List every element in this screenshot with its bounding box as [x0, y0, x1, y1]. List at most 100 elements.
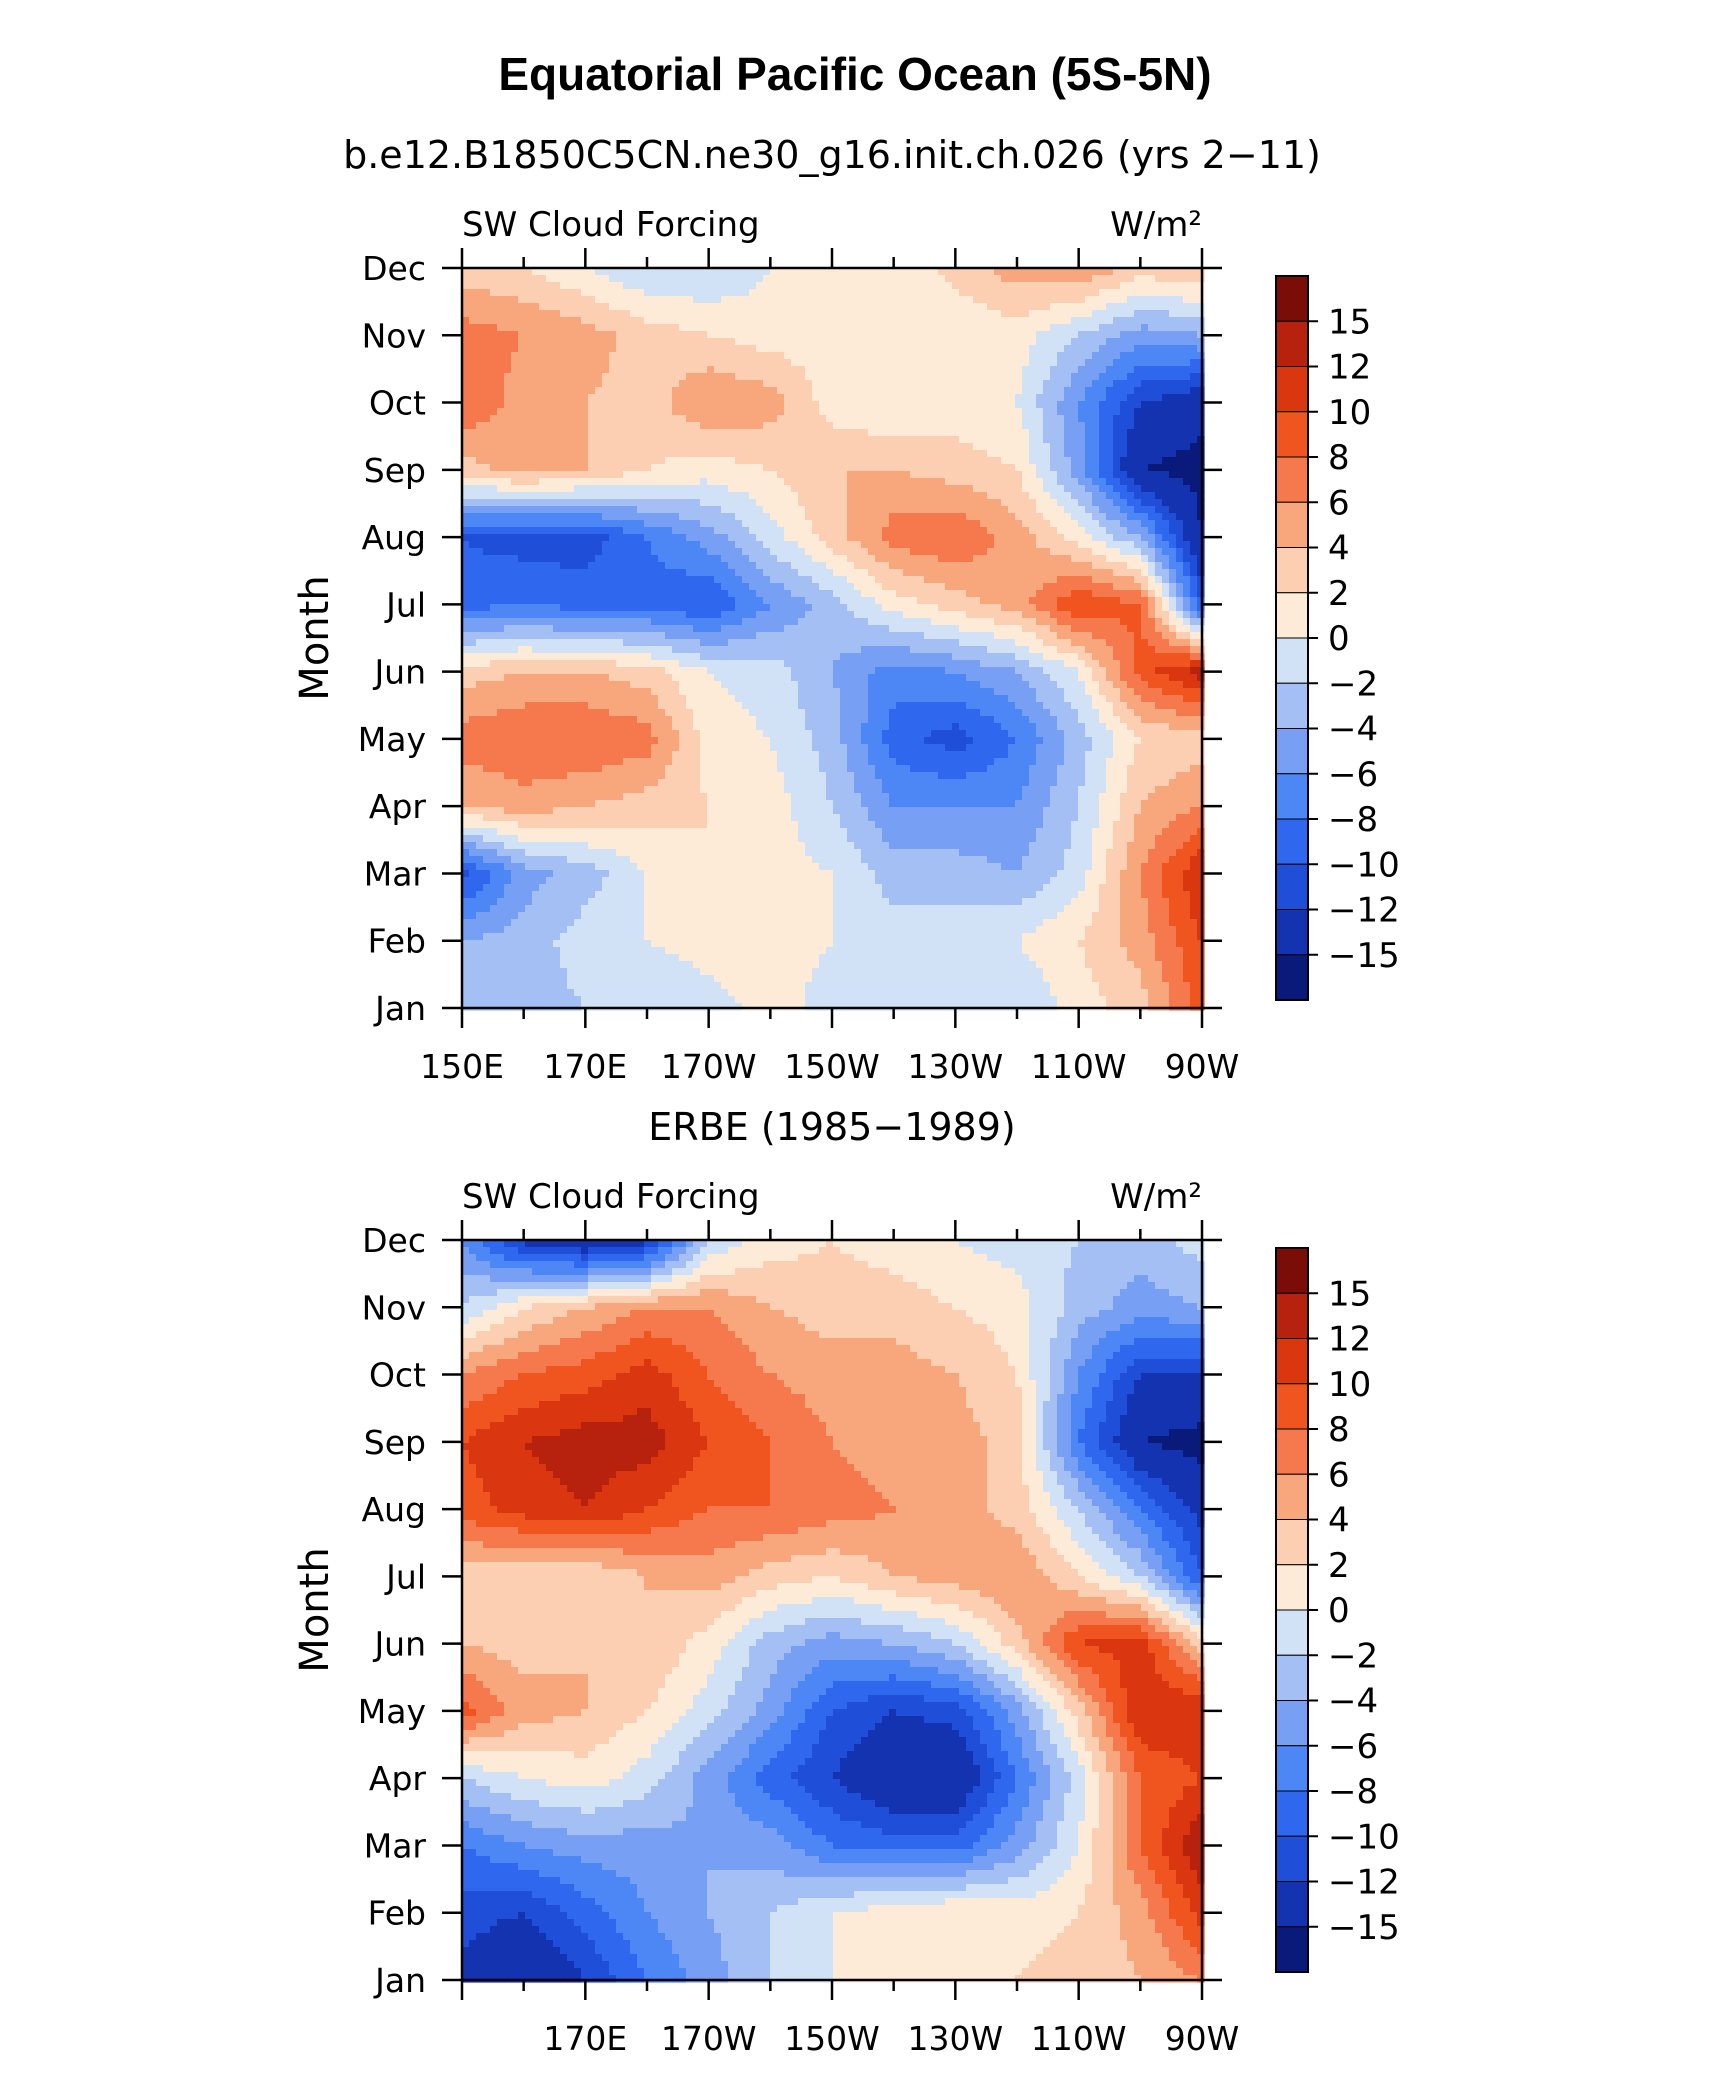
contour-cell: [1008, 534, 1016, 542]
contour-cell: [504, 296, 512, 304]
contour-cell: [1134, 324, 1142, 332]
contour-cell: [504, 401, 512, 409]
contour-cell: [623, 583, 631, 591]
contour-cell: [735, 513, 743, 521]
contour-cell: [567, 324, 575, 332]
contour-cell: [994, 289, 1002, 297]
contour-cell: [1015, 268, 1023, 276]
contour-cell: [1148, 296, 1156, 304]
contour-cell: [539, 471, 547, 479]
contour-cell: [1057, 506, 1065, 514]
contour-cell: [777, 408, 785, 416]
contour-cell: [1085, 464, 1093, 472]
contour-cell: [630, 422, 638, 430]
contour-cell: [1029, 373, 1037, 381]
contour-cell: [1008, 366, 1016, 374]
contour-cell: [805, 310, 813, 318]
contour-cell: [1127, 506, 1135, 514]
contour-cell: [889, 464, 897, 472]
contour-cell: [889, 268, 897, 276]
contour-cell: [525, 471, 533, 479]
contour-cell: [672, 576, 680, 584]
contour-cell: [1169, 555, 1177, 563]
contour-cell: [679, 513, 687, 521]
contour-cell: [1099, 429, 1107, 437]
contour-cell: [1008, 408, 1016, 416]
contour-cell: [1141, 527, 1149, 535]
contour-cell: [553, 394, 561, 402]
contour-cell: [546, 296, 554, 304]
contour-cell: [854, 506, 862, 514]
contour-cell: [1022, 457, 1030, 465]
contour-cell: [861, 534, 869, 542]
contour-cell: [980, 478, 988, 486]
contour-cell: [546, 450, 554, 458]
contour-cell: [812, 583, 820, 591]
contour-cell: [637, 359, 645, 367]
contour-cell: [763, 527, 771, 535]
contour-cell: [1092, 464, 1100, 472]
contour-cell: [595, 352, 603, 360]
contour-cell: [1106, 471, 1114, 479]
contour-cell: [1092, 583, 1100, 591]
contour-cell: [539, 513, 547, 521]
contour-cell: [1141, 450, 1149, 458]
contour-cell: [959, 345, 967, 353]
contour-cell: [847, 478, 855, 486]
contour-cell: [966, 331, 974, 339]
contour-cell: [1029, 289, 1037, 297]
contour-cell: [805, 590, 813, 598]
contour-cell: [1155, 429, 1163, 437]
contour-cell: [798, 394, 806, 402]
contour-cell: [1120, 436, 1128, 444]
contour-cell: [994, 268, 1002, 276]
contour-cell: [546, 331, 554, 339]
contour-cell: [476, 450, 484, 458]
contour-cell: [728, 422, 736, 430]
contour-cell: [959, 506, 967, 514]
contour-cell: [1092, 387, 1100, 395]
contour-cell: [1127, 457, 1135, 465]
contour-cell: [1162, 387, 1170, 395]
contour-cell: [1190, 275, 1198, 283]
contour-cell: [966, 583, 974, 591]
contour-cell: [1071, 303, 1079, 311]
contour-cell: [1183, 289, 1191, 297]
contour-cell: [798, 359, 806, 367]
contour-cell: [532, 373, 540, 381]
contour-cell: [735, 576, 743, 584]
contour-cell: [665, 422, 673, 430]
contour-cell: [742, 408, 750, 416]
contour-cell: [679, 324, 687, 332]
contour-cell: [1085, 450, 1093, 458]
contour-cell: [700, 401, 708, 409]
contour-cell: [574, 345, 582, 353]
contour-cell: [1155, 296, 1163, 304]
contour-cell: [1064, 317, 1072, 325]
contour-cell: [672, 555, 680, 563]
contour-cell: [1134, 289, 1142, 297]
contour-cell: [896, 289, 904, 297]
contour-cell: [994, 401, 1002, 409]
contour-cell: [1057, 331, 1065, 339]
contour-cell: [518, 345, 526, 353]
contour-cell: [623, 303, 631, 311]
contour-cell: [798, 331, 806, 339]
contour-cell: [630, 450, 638, 458]
contour-cell: [728, 443, 736, 451]
contour-cell: [945, 569, 953, 577]
contour-cell: [1190, 443, 1198, 451]
contour-cell: [826, 464, 834, 472]
contour-cell: [1029, 324, 1037, 332]
contour-cell: [532, 422, 540, 430]
contour-cell: [1036, 583, 1044, 591]
contour-cell: [595, 513, 603, 521]
contour-cell: [749, 576, 757, 584]
contour-cell: [721, 422, 729, 430]
contour-cell: [812, 359, 820, 367]
contour-cell: [742, 471, 750, 479]
contour-cell: [1015, 352, 1023, 360]
contour-cell: [1036, 310, 1044, 318]
contour-cell: [1155, 492, 1163, 500]
contour-cell: [560, 583, 568, 591]
